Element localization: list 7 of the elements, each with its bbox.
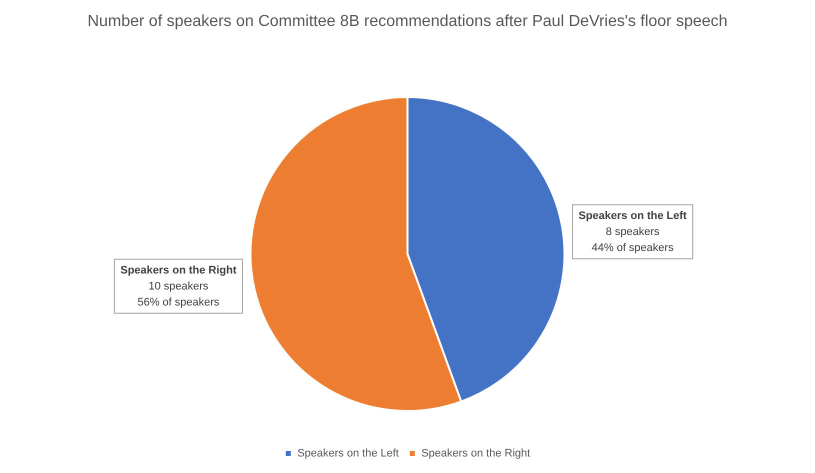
legend-label: Speakers on the Left [297, 448, 399, 460]
slice-label: Speakers on the Left [578, 210, 688, 222]
slice-label: Speakers on the Right [120, 264, 237, 276]
data-label: 10 speakers 56% of speakers [137, 280, 220, 308]
legend-label: Speakers on the Right [421, 448, 530, 460]
data-label: 8 speakers 44% of speakers [592, 226, 674, 254]
chart-title: Number of speakers on Committee 8B recommendations after Paul DeVries's floor speech [86, 12, 729, 32]
